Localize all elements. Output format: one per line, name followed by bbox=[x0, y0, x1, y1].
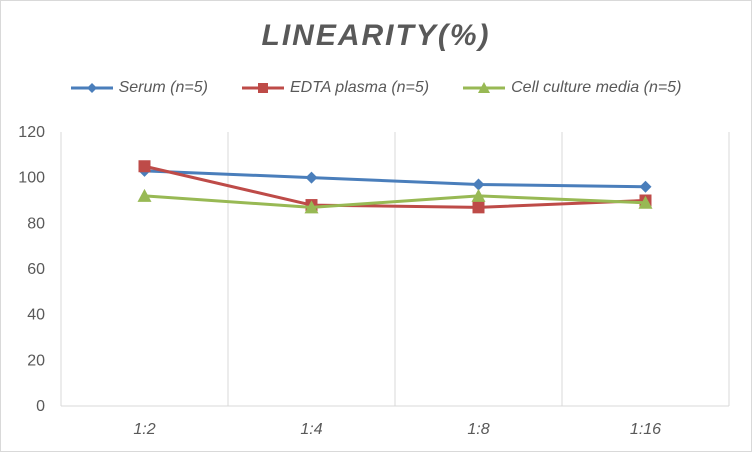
series-line-1 bbox=[144, 164, 646, 209]
legend-item-edta: EDTA plasma (n=5) bbox=[241, 79, 430, 97]
data-point-triangle bbox=[471, 188, 486, 202]
data-point-square bbox=[472, 201, 485, 214]
chart-legend: Serum (n=5) EDTA plasma (n=5) Cell cultu… bbox=[1, 79, 751, 97]
y-tick-label: 120 bbox=[18, 124, 45, 141]
y-tick-label: 80 bbox=[27, 215, 45, 232]
series-line-2 bbox=[144, 194, 646, 209]
legend-label-cell-culture: Cell culture media (n=5) bbox=[511, 79, 682, 96]
y-tick-label: 100 bbox=[18, 170, 45, 187]
legend-item-serum: Serum (n=5) bbox=[70, 79, 208, 97]
legend-item-cell-culture: Cell culture media (n=5) bbox=[463, 79, 681, 97]
y-tick-label: 0 bbox=[36, 398, 45, 415]
series-line-0 bbox=[144, 169, 646, 189]
data-point-square bbox=[138, 160, 151, 173]
x-tick-label: 1:16 bbox=[630, 421, 661, 438]
x-tick-label: 1:4 bbox=[300, 421, 322, 438]
legend-label-serum: Serum (n=5) bbox=[118, 79, 208, 96]
x-tick-label: 1:8 bbox=[467, 421, 489, 438]
data-point-diamond bbox=[472, 178, 485, 191]
data-point-triangle bbox=[638, 195, 653, 209]
x-tick-label: 1:2 bbox=[133, 421, 155, 438]
data-point-triangle bbox=[304, 200, 319, 214]
chart-title: LINEARITY(%) bbox=[261, 19, 491, 52]
data-point-diamond bbox=[639, 180, 652, 193]
y-tick-label: 20 bbox=[27, 352, 45, 369]
y-tick-label: 60 bbox=[27, 261, 45, 278]
legend-swatch-edta bbox=[241, 83, 284, 93]
data-point-diamond bbox=[305, 171, 318, 184]
legend-swatch-serum bbox=[70, 83, 113, 93]
legend-label-edta: EDTA plasma (n=5) bbox=[289, 79, 430, 96]
data-point-triangle bbox=[137, 188, 152, 202]
y-tick-label: 40 bbox=[27, 307, 45, 324]
legend-swatch-cell-culture bbox=[463, 82, 506, 93]
